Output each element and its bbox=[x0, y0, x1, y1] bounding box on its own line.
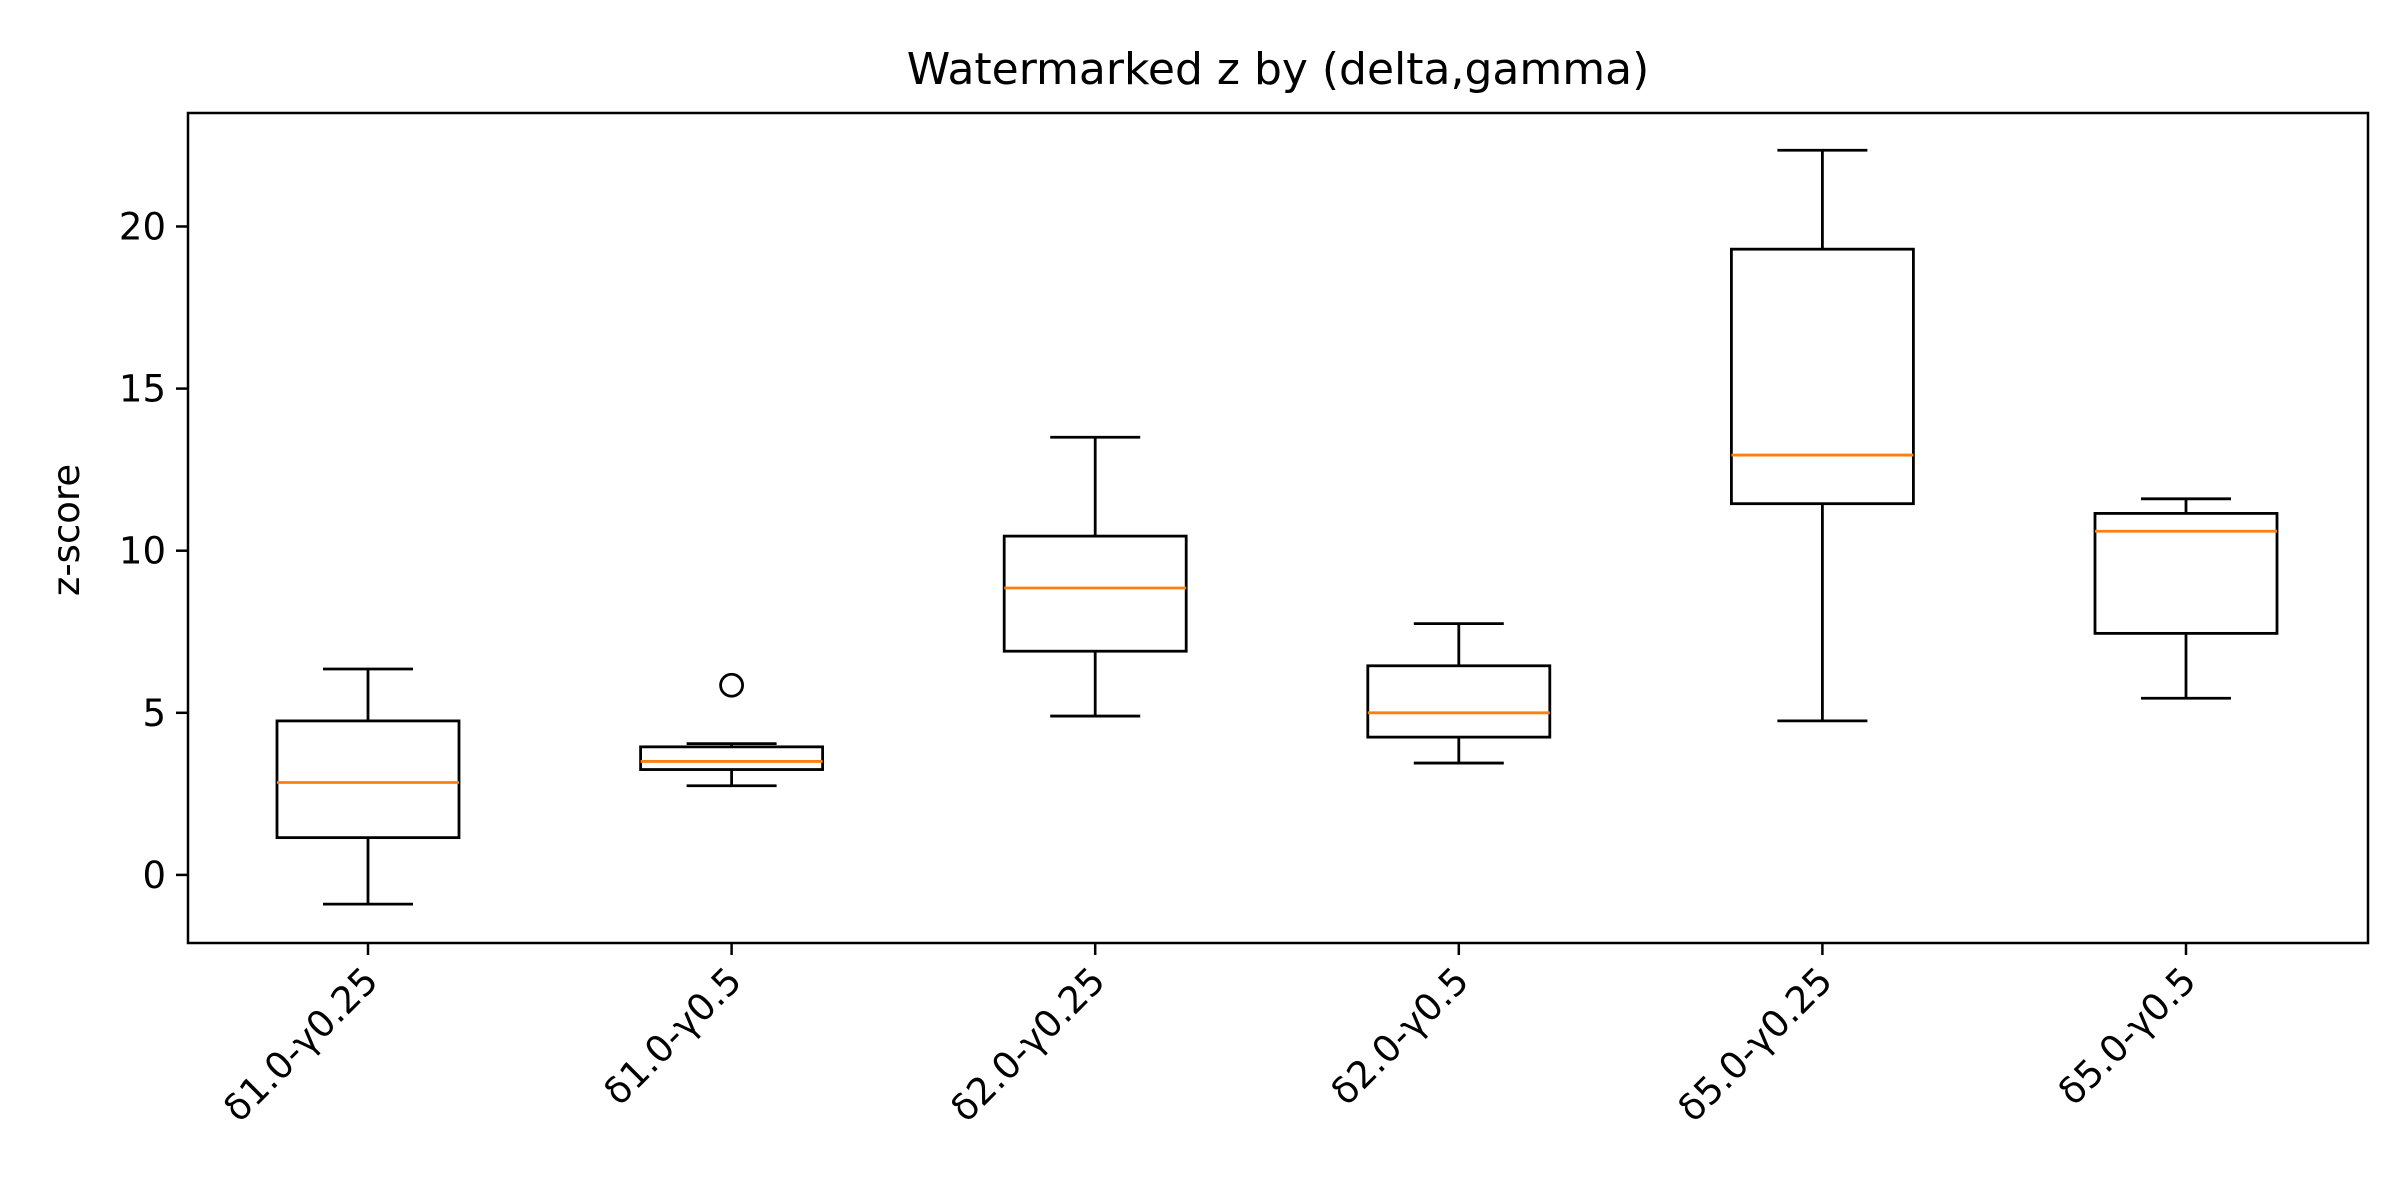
box-body bbox=[2093, 512, 2279, 635]
box-body bbox=[1730, 247, 1915, 506]
y-tick-label: 10 bbox=[119, 530, 166, 573]
y-tick-label: 0 bbox=[142, 854, 166, 897]
chart-title: Watermarked z by (delta,gamma) bbox=[907, 44, 1649, 95]
y-tick-label: 20 bbox=[119, 205, 166, 248]
axes-frame bbox=[186, 111, 2370, 945]
box-body bbox=[639, 745, 824, 771]
y-tick-label: 15 bbox=[119, 368, 166, 411]
y-axis-label: z-score bbox=[45, 464, 88, 596]
box-outlier bbox=[719, 672, 744, 698]
box-body bbox=[275, 719, 461, 840]
box-body bbox=[1366, 664, 1552, 739]
box-body bbox=[1002, 534, 1188, 653]
y-tick-label: 5 bbox=[142, 692, 166, 735]
